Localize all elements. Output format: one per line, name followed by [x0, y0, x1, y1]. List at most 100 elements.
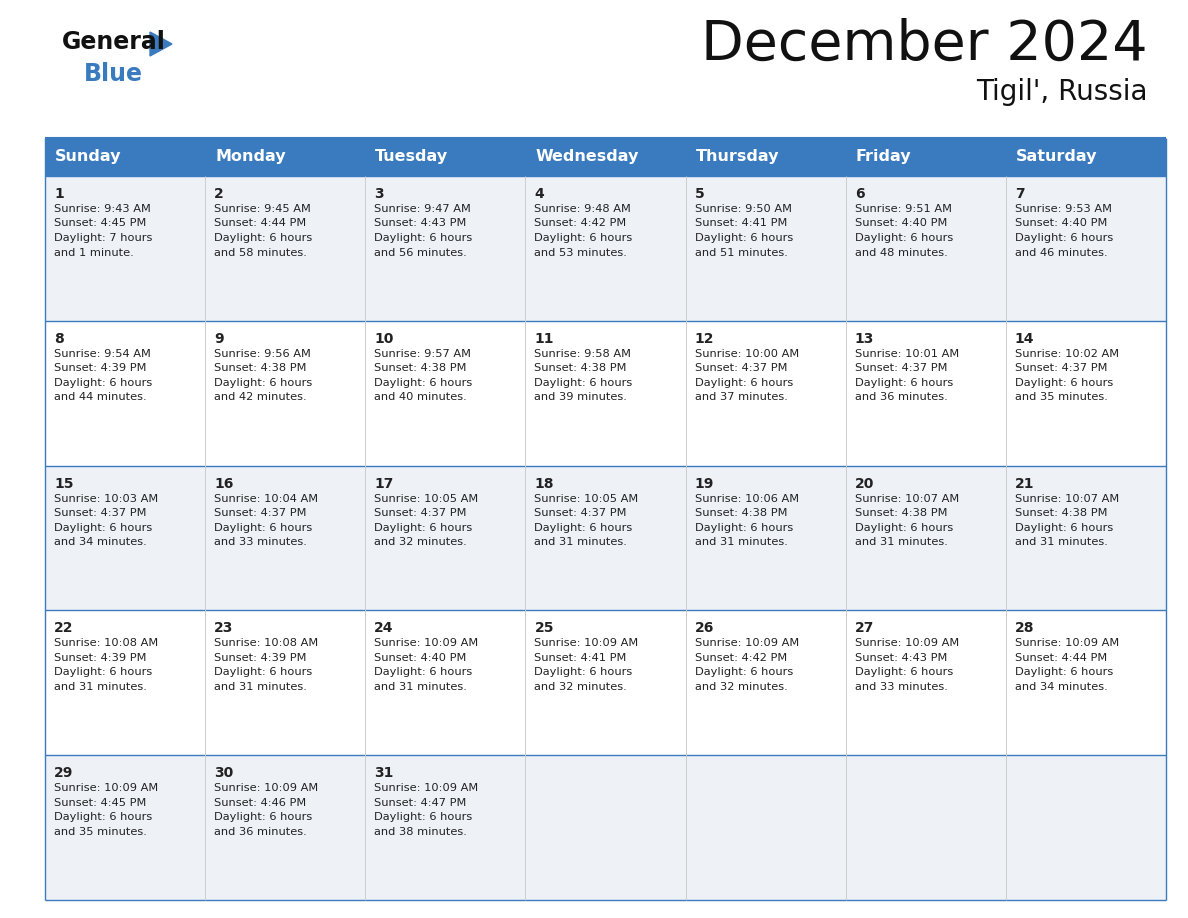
Text: and 32 minutes.: and 32 minutes. — [374, 537, 467, 547]
Text: Daylight: 6 hours: Daylight: 6 hours — [535, 522, 633, 532]
Text: 17: 17 — [374, 476, 393, 490]
Text: and 35 minutes.: and 35 minutes. — [53, 827, 147, 836]
Text: Sunset: 4:37 PM: Sunset: 4:37 PM — [214, 508, 307, 518]
Bar — [45, 610, 1165, 756]
Text: Daylight: 6 hours: Daylight: 6 hours — [374, 378, 473, 387]
Text: Sunrise: 10:00 AM: Sunrise: 10:00 AM — [695, 349, 798, 359]
Text: Sunrise: 9:54 AM: Sunrise: 9:54 AM — [53, 349, 151, 359]
Text: Daylight: 6 hours: Daylight: 6 hours — [695, 667, 792, 677]
Text: and 31 minutes.: and 31 minutes. — [214, 682, 307, 692]
Text: Daylight: 6 hours: Daylight: 6 hours — [854, 378, 953, 387]
Text: 23: 23 — [214, 621, 234, 635]
Text: and 35 minutes.: and 35 minutes. — [1015, 392, 1107, 402]
Text: Sunset: 4:37 PM: Sunset: 4:37 PM — [535, 508, 627, 518]
Text: Sunset: 4:44 PM: Sunset: 4:44 PM — [1015, 653, 1107, 663]
Text: Sunset: 4:42 PM: Sunset: 4:42 PM — [695, 653, 786, 663]
Text: Sunrise: 10:08 AM: Sunrise: 10:08 AM — [53, 638, 158, 648]
Text: Sunrise: 10:06 AM: Sunrise: 10:06 AM — [695, 494, 798, 504]
Text: Sunset: 4:38 PM: Sunset: 4:38 PM — [854, 508, 947, 518]
Text: Sunrise: 10:05 AM: Sunrise: 10:05 AM — [535, 494, 639, 504]
Text: Daylight: 6 hours: Daylight: 6 hours — [854, 522, 953, 532]
Text: Sunset: 4:37 PM: Sunset: 4:37 PM — [374, 508, 467, 518]
Text: Sunset: 4:40 PM: Sunset: 4:40 PM — [1015, 218, 1107, 229]
Text: Sunset: 4:40 PM: Sunset: 4:40 PM — [374, 653, 467, 663]
Text: 21: 21 — [1015, 476, 1035, 490]
Text: Sunrise: 10:09 AM: Sunrise: 10:09 AM — [695, 638, 798, 648]
Text: Sunset: 4:37 PM: Sunset: 4:37 PM — [854, 364, 947, 374]
Text: and 44 minutes.: and 44 minutes. — [53, 392, 146, 402]
Text: Sunrise: 10:09 AM: Sunrise: 10:09 AM — [53, 783, 158, 793]
Text: Daylight: 6 hours: Daylight: 6 hours — [535, 233, 633, 243]
Text: and 40 minutes.: and 40 minutes. — [374, 392, 467, 402]
Text: and 34 minutes.: and 34 minutes. — [53, 537, 147, 547]
Text: Sunrise: 10:09 AM: Sunrise: 10:09 AM — [214, 783, 318, 793]
Text: 22: 22 — [53, 621, 74, 635]
Text: and 37 minutes.: and 37 minutes. — [695, 392, 788, 402]
Text: Sunrise: 9:53 AM: Sunrise: 9:53 AM — [1015, 204, 1112, 214]
Text: 6: 6 — [854, 187, 865, 201]
Text: 12: 12 — [695, 331, 714, 346]
Text: Daylight: 6 hours: Daylight: 6 hours — [1015, 233, 1113, 243]
Text: Sunrise: 9:48 AM: Sunrise: 9:48 AM — [535, 204, 631, 214]
Text: and 38 minutes.: and 38 minutes. — [374, 827, 467, 836]
Text: and 31 minutes.: and 31 minutes. — [695, 537, 788, 547]
Text: Saturday: Saturday — [1016, 150, 1098, 164]
Text: Daylight: 6 hours: Daylight: 6 hours — [374, 667, 473, 677]
Text: and 36 minutes.: and 36 minutes. — [854, 392, 948, 402]
Text: Daylight: 6 hours: Daylight: 6 hours — [214, 667, 312, 677]
Text: and 36 minutes.: and 36 minutes. — [214, 827, 307, 836]
Text: Sunset: 4:38 PM: Sunset: 4:38 PM — [374, 364, 467, 374]
Text: Daylight: 6 hours: Daylight: 6 hours — [53, 378, 152, 387]
Text: 20: 20 — [854, 476, 874, 490]
Text: Sunrise: 10:09 AM: Sunrise: 10:09 AM — [535, 638, 639, 648]
Text: Sunrise: 10:09 AM: Sunrise: 10:09 AM — [854, 638, 959, 648]
Text: Sunrise: 10:07 AM: Sunrise: 10:07 AM — [854, 494, 959, 504]
Text: and 32 minutes.: and 32 minutes. — [695, 682, 788, 692]
Text: Sunset: 4:37 PM: Sunset: 4:37 PM — [53, 508, 146, 518]
Text: Daylight: 6 hours: Daylight: 6 hours — [374, 812, 473, 823]
Text: Tigil', Russia: Tigil', Russia — [977, 78, 1148, 106]
Text: Daylight: 6 hours: Daylight: 6 hours — [1015, 378, 1113, 387]
Text: and 34 minutes.: and 34 minutes. — [1015, 682, 1107, 692]
Text: Sunrise: 10:01 AM: Sunrise: 10:01 AM — [854, 349, 959, 359]
Text: Sunset: 4:37 PM: Sunset: 4:37 PM — [1015, 364, 1107, 374]
Text: Sunset: 4:38 PM: Sunset: 4:38 PM — [1015, 508, 1107, 518]
Text: 29: 29 — [53, 767, 74, 780]
Text: Daylight: 6 hours: Daylight: 6 hours — [695, 233, 792, 243]
Text: Friday: Friday — [855, 150, 911, 164]
Text: Sunset: 4:41 PM: Sunset: 4:41 PM — [535, 653, 627, 663]
Text: Sunset: 4:38 PM: Sunset: 4:38 PM — [535, 364, 627, 374]
Text: and 33 minutes.: and 33 minutes. — [214, 537, 307, 547]
Text: 25: 25 — [535, 621, 554, 635]
Text: General: General — [62, 30, 166, 54]
Text: 28: 28 — [1015, 621, 1035, 635]
Text: and 31 minutes.: and 31 minutes. — [53, 682, 147, 692]
Text: Daylight: 6 hours: Daylight: 6 hours — [374, 522, 473, 532]
Text: December 2024: December 2024 — [701, 18, 1148, 72]
Bar — [45, 138, 1165, 176]
Text: Sunset: 4:40 PM: Sunset: 4:40 PM — [854, 218, 947, 229]
Text: Sunset: 4:38 PM: Sunset: 4:38 PM — [695, 508, 788, 518]
Text: Sunrise: 9:50 AM: Sunrise: 9:50 AM — [695, 204, 791, 214]
Text: Sunrise: 9:56 AM: Sunrise: 9:56 AM — [214, 349, 311, 359]
Text: Daylight: 6 hours: Daylight: 6 hours — [535, 667, 633, 677]
Text: 4: 4 — [535, 187, 544, 201]
Text: 2: 2 — [214, 187, 223, 201]
Text: 13: 13 — [854, 331, 874, 346]
Text: Sunrise: 10:04 AM: Sunrise: 10:04 AM — [214, 494, 318, 504]
Text: 3: 3 — [374, 187, 384, 201]
Text: 16: 16 — [214, 476, 234, 490]
Text: and 58 minutes.: and 58 minutes. — [214, 248, 307, 258]
Text: and 53 minutes.: and 53 minutes. — [535, 248, 627, 258]
Text: Daylight: 6 hours: Daylight: 6 hours — [854, 667, 953, 677]
Text: Sunset: 4:43 PM: Sunset: 4:43 PM — [854, 653, 947, 663]
Text: 30: 30 — [214, 767, 233, 780]
Text: 5: 5 — [695, 187, 704, 201]
Text: Blue: Blue — [84, 62, 143, 86]
Text: and 46 minutes.: and 46 minutes. — [1015, 248, 1107, 258]
Text: Daylight: 7 hours: Daylight: 7 hours — [53, 233, 152, 243]
Text: Daylight: 6 hours: Daylight: 6 hours — [214, 812, 312, 823]
Text: Sunrise: 10:09 AM: Sunrise: 10:09 AM — [374, 783, 479, 793]
Text: Sunrise: 9:43 AM: Sunrise: 9:43 AM — [53, 204, 151, 214]
Text: 10: 10 — [374, 331, 393, 346]
